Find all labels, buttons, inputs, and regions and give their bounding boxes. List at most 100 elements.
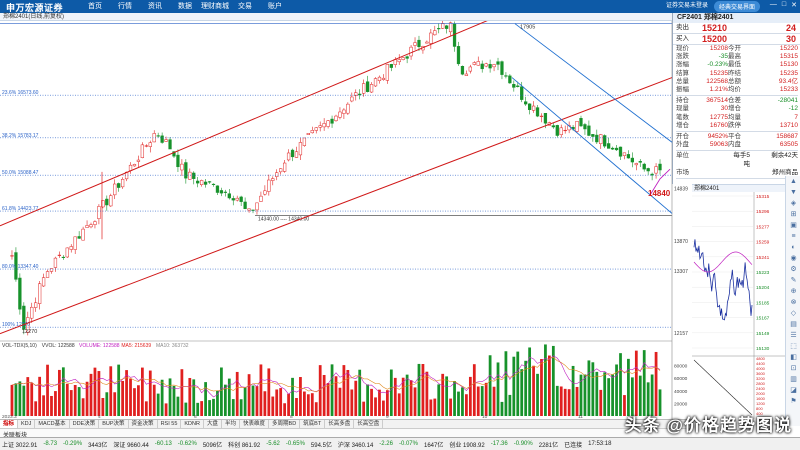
nav-home[interactable]: 首页 [88,3,102,10]
indicator-tab[interactable]: 资金决策 [129,419,158,429]
tool-icon-11[interactable]: ⊗ [790,299,797,306]
volume-bar [445,376,449,416]
date-label: 9 [386,414,389,419]
candle-body [535,107,540,117]
indicator-tab[interactable]: BUP决策 [99,419,129,429]
indicator-tab[interactable]: 长高多盘 [325,419,355,429]
indicator-tab[interactable]: 多周期BD [269,419,301,429]
volume-bar [500,401,504,416]
tool-icon-1[interactable]: ▼ [790,189,797,196]
intraday-price-label: 15204 [756,285,770,291]
fib-label: 23.6% 16573.60 [2,90,39,96]
r1-cell: 15220 [779,45,798,52]
indicator-tab[interactable]: KDJ [18,419,36,429]
last-price-badge: 14840 [648,189,671,198]
indicator-tab[interactable]: KDNR [181,419,204,429]
tool-icon-20[interactable]: ⚑ [790,398,797,405]
volume-bar [382,400,385,416]
tool-icon-16[interactable]: ◧ [790,354,797,361]
volume-bar [342,365,346,416]
nav-quotes[interactable]: 行情 [118,3,132,10]
price-axis-label: 13870 [674,239,688,245]
nav-wealth-mall[interactable]: 理财商城 [201,3,229,10]
tool-icon-10[interactable]: ⊕ [790,288,797,295]
indicator-tab[interactable]: MACD基本 [35,419,70,429]
tool-icon-9[interactable]: ✎ [790,277,797,284]
candle-body [500,61,504,75]
volume-bar [409,380,413,416]
maximize-icon[interactable]: □ [781,1,787,8]
bid-row: 买入 15200 30 [673,34,800,45]
indicator-tab[interactable]: 大盘 [204,419,222,429]
volume-bar [358,369,362,416]
volume-bar [429,399,433,416]
tool-icon-8[interactable]: ⚙ [790,266,797,273]
volume-bar [30,383,34,416]
indicator-tab[interactable]: DDE决策 [70,419,100,429]
candle-body [97,206,101,219]
r2-cell: 12775 [709,113,728,121]
login-notice[interactable]: 证券交易未登录 [665,3,708,9]
tool-icon-18[interactable]: ▥ [790,376,797,383]
candle-body [642,163,646,170]
candle-body [634,163,638,166]
indicator-tab[interactable]: RSI 55 [158,419,182,429]
nav-trade[interactable]: 交易 [238,3,252,10]
volume-bar [109,366,113,416]
volume-bar [366,384,369,416]
volume-bar [417,363,421,416]
bid-price[interactable]: 15200 [702,34,728,44]
nav-data[interactable]: 数据 [178,3,192,10]
intraday-vol-label: 400 [756,411,763,416]
candle-body [531,105,536,111]
tool-icon-17[interactable]: ⊡ [790,365,797,372]
tool-icon-19[interactable]: ◪ [790,387,797,394]
tool-icon-13[interactable]: ▤ [790,321,797,328]
volume-bar [512,356,516,416]
volume-bar [441,373,445,416]
r1-cell: 15235 [779,69,798,77]
indicator-tab[interactable]: 长高空盘 [354,419,384,429]
vol-ma10 [11,357,661,393]
minimize-icon[interactable]: — [769,1,777,8]
tool-icon-12[interactable]: ◇ [790,310,797,317]
tool-icon-2[interactable]: ◈ [790,200,797,207]
indicator-tab[interactable]: 筑底BT [300,419,326,429]
candle-body [417,39,421,48]
nav-news[interactable]: 资讯 [148,3,162,10]
indicator-tab[interactable]: 快表维度 [240,419,270,429]
main-chart-area[interactable]: 23.6% 16573.60 38.2% 15783.17 50.0% 15088.… [0,21,692,419]
classic-trade-button[interactable]: 经典交易界面 [713,1,760,12]
tool-icon-4[interactable]: ▣ [790,222,797,229]
tool-icon-0[interactable]: ▲ [790,178,797,185]
candle-body [263,190,267,195]
indicator-tab-bar: 指标 KDJ MACD基本 DDE决策 BUP决策 资金决策 RSI 55 KDNR 大盘 半均快… [0,419,692,429]
indicator-tab[interactable]: 半均 [222,419,241,429]
related-sector-tab[interactable]: 关联板块 [3,433,28,439]
candle-body [53,257,58,268]
close-icon[interactable]: ✕ [791,2,797,9]
candle-body [243,201,247,209]
candle-body [433,30,437,36]
volume-bar [200,401,204,416]
tool-icon-3[interactable]: ⊞ [790,211,797,218]
candle-body [85,225,89,228]
volume-bar [275,389,279,416]
candle-body [484,63,488,67]
volume-bar [536,373,539,416]
candle-body [468,66,472,72]
tool-icon-15[interactable]: ⬚ [790,343,797,350]
candle-body [128,164,133,171]
tool-icon-14[interactable]: ☰ [790,332,797,339]
intraday-chart[interactable]: 15315 15296 15277 15259 15241 15223 15204 15185… [692,192,785,419]
candle-body [219,190,224,194]
candle-body [279,168,283,173]
ask-price[interactable]: 15210 [702,23,728,33]
volume-bar [140,367,144,416]
tool-icon-6[interactable]: ◐ [791,244,796,251]
r3-cell: 平仓 [728,133,741,141]
tool-icon-7[interactable]: ◉ [790,255,797,262]
indicator-tab[interactable]: 指标 [0,419,19,429]
tool-icon-5[interactable]: ≡ [791,233,796,240]
nav-account[interactable]: 账户 [268,3,282,10]
